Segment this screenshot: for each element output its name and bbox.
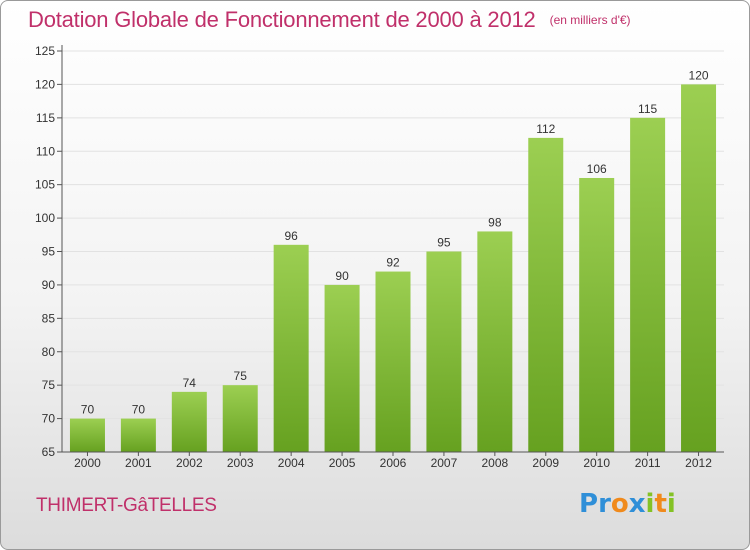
y-tick-label: 65 (42, 445, 56, 459)
y-tick-label: 120 (35, 77, 55, 91)
bar-2007 (426, 251, 462, 452)
bar-2010 (579, 177, 615, 452)
bar-value-label: 96 (284, 229, 298, 243)
bar-2001 (120, 418, 156, 452)
bar-value-label: 70 (132, 403, 146, 417)
y-tick-label: 75 (42, 378, 56, 392)
y-tick-label: 115 (36, 111, 55, 125)
y-tick-label: 110 (36, 144, 55, 158)
x-tick-label: 2006 (380, 456, 407, 470)
chart-title-row: Dotation Globale de Fonctionnement de 20… (28, 7, 631, 33)
bar-value-label: 112 (536, 122, 555, 136)
bar-2008 (477, 231, 513, 452)
commune-name: THIMERT-GâTELLES (36, 495, 217, 516)
y-tick-label: 125 (35, 44, 55, 58)
bar-2003 (222, 385, 258, 452)
x-tick-label: 2000 (74, 456, 101, 470)
bar-2012 (681, 84, 717, 453)
logo-letter: i (666, 489, 676, 519)
bar-value-label: 120 (689, 68, 709, 82)
bar-2006 (375, 271, 411, 452)
chart-title: Dotation Globale de Fonctionnement de 20… (28, 7, 536, 32)
bar-2000 (69, 418, 105, 452)
x-tick-label: 2012 (685, 456, 712, 470)
bar-value-label: 74 (183, 376, 197, 390)
y-tick-label: 80 (42, 345, 56, 359)
bar-value-label: 92 (386, 256, 400, 270)
bar-2004 (273, 244, 309, 452)
x-tick-label: 2008 (481, 456, 508, 470)
x-tick-label: 2003 (227, 456, 254, 470)
bar-value-label: 115 (638, 102, 657, 116)
x-tick-label: 2007 (431, 456, 458, 470)
chart-unit: (en milliers d'€) (549, 13, 631, 27)
y-tick-label: 85 (42, 311, 56, 325)
x-tick-label: 2011 (635, 456, 661, 470)
bar-value-label: 75 (234, 369, 248, 383)
x-tick-label: 2002 (176, 456, 203, 470)
logo-letter: i (645, 489, 655, 519)
y-tick-label: 95 (42, 245, 56, 259)
x-tick-label: 2009 (532, 456, 559, 470)
x-tick-label: 2001 (125, 456, 152, 470)
x-tick-label: 2004 (278, 456, 305, 470)
bar-value-label: 106 (587, 162, 607, 176)
logo-letter: x (628, 489, 646, 519)
y-tick-label: 100 (35, 211, 55, 225)
bar-value-label: 70 (81, 403, 95, 417)
y-tick-label: 90 (42, 278, 56, 292)
x-tick-label: 2005 (329, 456, 356, 470)
proxiti-logo: Proxiti (579, 489, 676, 519)
logo-letter: t (654, 489, 667, 519)
bar-value-label: 95 (437, 236, 451, 250)
x-tick-label: 2010 (583, 456, 610, 470)
bar-2009 (528, 137, 564, 452)
logo-letter: r (598, 489, 611, 519)
bar-2002 (171, 391, 207, 452)
bar-2011 (630, 117, 666, 452)
bar-value-label: 90 (335, 269, 349, 283)
bar-2005 (324, 284, 360, 452)
logo-letter: P (579, 489, 599, 519)
y-tick-label: 105 (35, 178, 55, 192)
bar-value-label: 98 (488, 215, 502, 229)
y-tick-label: 70 (42, 412, 56, 426)
logo-letter: o (610, 489, 629, 519)
